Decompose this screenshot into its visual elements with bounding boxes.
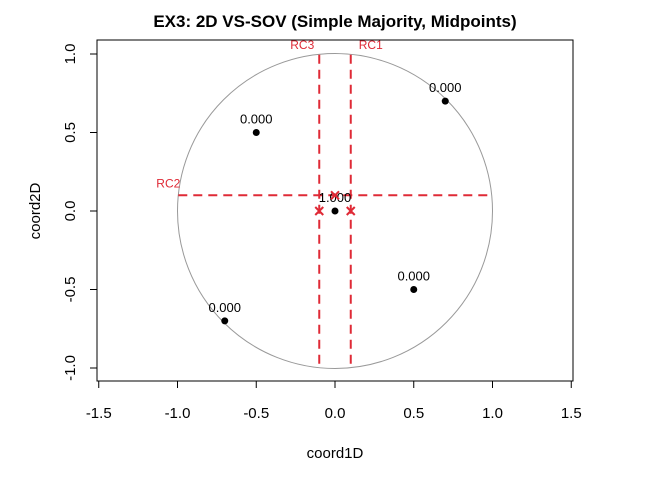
point-label: 1.000 — [319, 190, 352, 205]
point-label: 0.000 — [429, 80, 462, 95]
y-tick-label: -1.0 — [62, 355, 79, 381]
cut-line-label: RC2 — [156, 176, 180, 190]
midpoint-marker — [346, 206, 356, 216]
y-tick-label: 0.0 — [62, 201, 79, 222]
y-tick-label: -0.5 — [62, 277, 79, 303]
midpoint-marker — [330, 190, 340, 201]
data-point — [441, 97, 449, 105]
y-tick-label: 0.5 — [62, 122, 79, 143]
y-axis-label: coord2D — [27, 182, 44, 239]
x-tick-label: -1.5 — [86, 405, 112, 422]
data-point — [410, 286, 418, 293]
point-label: 0.000 — [240, 112, 273, 127]
data-point — [331, 207, 339, 215]
point-label: 0.000 — [397, 269, 430, 284]
midpoint-marker — [314, 206, 324, 216]
midpoint-cross-stroke — [330, 190, 340, 201]
cut-line-label: RC3 — [290, 38, 314, 52]
x-tick-label: 0.5 — [403, 405, 424, 422]
x-tick-label: -0.5 — [243, 405, 269, 422]
data-point — [252, 129, 260, 136]
x-tick-label: 1.0 — [482, 405, 503, 422]
midpoint-cross-stroke — [314, 206, 324, 216]
x-axis-label: coord1D — [307, 445, 364, 462]
x-tick-label: 0.0 — [325, 405, 346, 422]
point-label: 0.000 — [208, 300, 241, 315]
cut-line-label: RC1 — [359, 38, 383, 52]
unit-circle — [177, 53, 493, 369]
x-tick-label: -1.0 — [165, 405, 191, 422]
midpoint-cross-stroke — [346, 206, 356, 216]
y-tick-label: 1.0 — [62, 44, 79, 65]
x-tick-label: 1.5 — [561, 405, 582, 422]
chart-title: EX3: 2D VS-SOV (Simple Majority, Midpoin… — [153, 12, 516, 31]
data-point — [221, 317, 229, 325]
